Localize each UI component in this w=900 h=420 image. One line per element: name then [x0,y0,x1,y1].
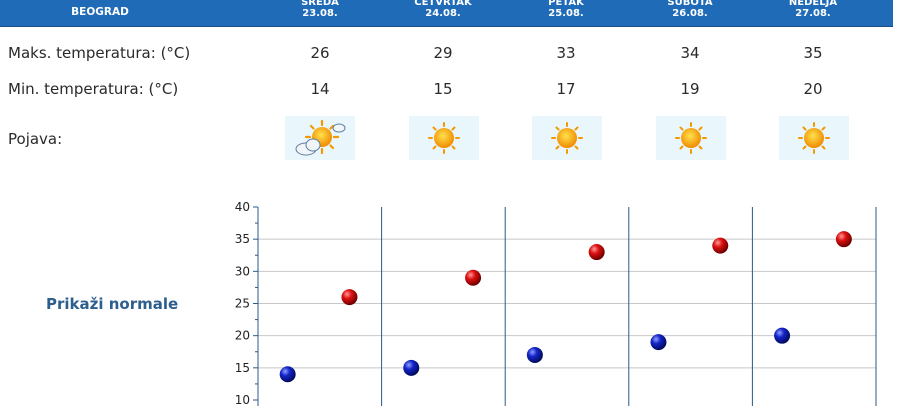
max-temp-value: 34 [680,44,700,62]
weather-icon-cell [656,116,726,160]
day-name: SREDA [301,0,339,8]
min-temp-value: 19 [680,80,700,98]
max-temp-label: Maks. temperatura: (°C) [8,44,191,62]
sun-icon [428,122,460,154]
day-date: 26.08. [672,8,708,19]
day-header-3: PETAK 25.08. [511,0,621,23]
sun-icon [551,122,583,154]
max-temp-point [341,289,358,306]
min-temp-value: 20 [803,80,823,98]
max-temp-point [835,231,852,248]
day-name: NEDELJA [788,0,838,8]
city-name: BEOGRAD [71,6,129,18]
min-temp-label: Min. temperatura: (°C) [8,80,179,98]
day-name: PETAK [548,0,584,8]
max-temp-value: 26 [310,44,330,62]
sun-icon [798,122,830,154]
day-header-2: ČETVRTAK 24.08. [388,0,498,23]
min-temp-point [526,346,543,363]
phenomenon-label: Pojava: [8,130,63,148]
weather-icon-cell [532,116,602,160]
y-tick-label: 40 [235,200,250,214]
min-temp-value: 14 [310,80,330,98]
min-temp-point [774,327,791,344]
sun-icon [675,122,707,154]
weather-icon-cell [409,116,479,160]
min-temp-point [279,366,296,383]
y-tick-label: 15 [235,361,250,375]
max-temp-value: 33 [556,44,576,62]
max-temp-value: 35 [803,44,823,62]
min-temp-value: 15 [433,80,453,98]
day-date: 27.08. [795,8,831,19]
show-normals-link[interactable]: Prikaži normale [46,295,179,313]
max-temp-point [465,269,482,286]
day-date: 25.08. [548,8,584,19]
weather-icon-cell [285,116,355,160]
max-temp-value: 29 [433,44,453,62]
weather-icon-cell [779,116,849,160]
max-temp-point [712,237,729,254]
sun-cloud-icon [295,119,346,156]
day-header-1: SREDA 23.08. [265,0,375,23]
y-tick-label: 30 [235,264,250,278]
day-header-4: SUBOTA 26.08. [635,0,745,23]
y-tick-label: 20 [235,329,250,343]
day-name: SUBOTA [667,0,713,8]
max-temp-point [588,244,605,261]
day-name: ČETVRTAK [414,0,472,8]
min-temp-point [650,334,667,351]
min-temp-value: 17 [556,80,576,98]
y-tick-label: 10 [235,393,250,407]
day-date: 23.08. [302,8,338,19]
day-header-5: NEDELJA 27.08. [758,0,868,23]
y-tick-label: 35 [235,232,250,246]
y-tick-label: 25 [235,297,250,311]
day-date: 24.08. [425,8,461,19]
min-temp-point [403,359,420,376]
forecast-header: BEOGRAD SREDA 23.08. ČETVRTAK 24.08. PET… [0,0,893,27]
